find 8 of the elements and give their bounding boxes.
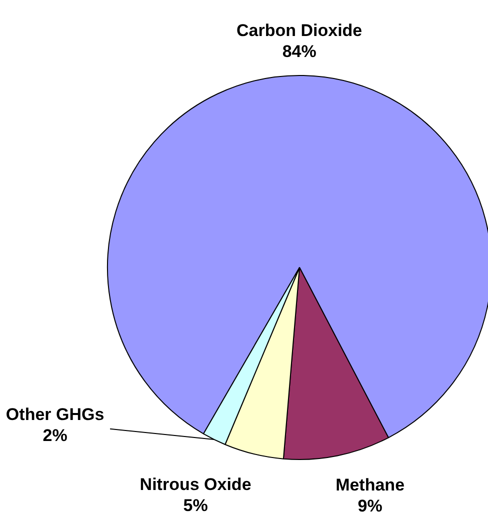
data-label: 84% xyxy=(282,42,316,62)
slice-label: Nitrous Oxide xyxy=(140,475,252,494)
data-label: 2% xyxy=(42,426,68,445)
slice-label: Methane xyxy=(336,475,405,494)
slice-label: Other GHGs xyxy=(6,404,104,424)
data-label: 9% xyxy=(358,496,382,515)
data-label: 5% xyxy=(183,496,208,515)
slice-label: Carbon Dioxide xyxy=(236,21,362,40)
